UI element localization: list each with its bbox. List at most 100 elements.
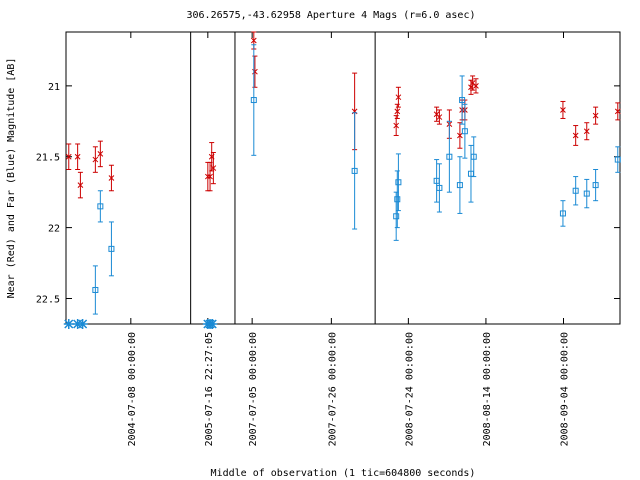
marker-cross <box>92 156 99 163</box>
marker-cross <box>204 173 211 180</box>
data-point <box>614 102 621 121</box>
marker-cross <box>210 165 217 171</box>
marker-square <box>470 153 477 160</box>
marker-cross <box>395 94 402 101</box>
data-point <box>433 159 440 203</box>
data-point <box>459 75 466 125</box>
data-point <box>470 136 477 178</box>
data-point <box>446 120 453 193</box>
data-point <box>97 140 104 168</box>
x-tick-label: 2008-09-04 00:00:00 <box>559 332 570 446</box>
data-point <box>473 78 479 94</box>
y-tick-label: 21 <box>48 82 60 93</box>
data-point <box>250 44 257 156</box>
x-axis-label: Middle of observation (1 tic=604800 seco… <box>211 468 476 479</box>
marker-cross <box>393 122 400 129</box>
marker-square <box>614 156 621 163</box>
data-point <box>97 190 104 223</box>
data-marks <box>63 31 621 329</box>
marker-square <box>559 210 566 217</box>
data-point <box>436 163 443 213</box>
data-point <box>108 221 115 277</box>
marker-cross <box>250 37 257 44</box>
data-point <box>560 100 566 119</box>
marker-square <box>456 182 463 189</box>
data-point <box>572 176 579 206</box>
data-point <box>395 153 402 212</box>
data-point <box>456 156 463 214</box>
marker-square <box>92 286 99 293</box>
marker-cross <box>560 107 566 113</box>
marker-cross <box>74 153 81 160</box>
y-axis-label: Near (Red) and Far (Blue) Magnitude [AB] <box>6 58 17 299</box>
marker-square <box>592 182 599 189</box>
x-axis: 2004-07-08 00:00:00 2005-07-16 22:27:05 20… <box>127 32 570 446</box>
marker-cross <box>77 182 84 188</box>
marker-cross <box>97 151 104 157</box>
data-point <box>469 75 476 91</box>
x-tick-label: 2007-07-05 00:00:00 <box>248 332 259 446</box>
marker-square <box>394 196 401 203</box>
data-point <box>394 170 401 229</box>
y-tick-label: 22 <box>48 224 60 235</box>
data-point <box>252 55 258 88</box>
marker-square <box>395 179 402 186</box>
data-point <box>92 146 99 173</box>
segment-dividers <box>190 32 376 324</box>
data-point <box>394 103 401 119</box>
marker-cross <box>572 132 579 139</box>
marker-square <box>97 203 104 210</box>
marker-square <box>250 97 257 104</box>
marker-square <box>108 245 115 252</box>
data-point <box>583 178 590 209</box>
data-point <box>583 122 590 141</box>
marker-square <box>393 213 400 220</box>
data-point <box>461 103 468 159</box>
data-point <box>614 146 621 173</box>
marker-square <box>461 128 468 135</box>
marker-cross <box>473 83 479 89</box>
data-point <box>393 191 400 241</box>
plot-frame <box>65 31 621 325</box>
marker-square <box>351 167 358 174</box>
data-point <box>63 319 74 329</box>
data-point <box>559 200 566 227</box>
marker-cross <box>65 153 72 160</box>
marker-square <box>446 153 453 160</box>
x-tick-label: 2008-08-14 00:00:00 <box>482 332 493 446</box>
data-point <box>77 319 88 329</box>
marker-cross <box>614 108 621 115</box>
marker-cross <box>207 173 213 180</box>
data-point <box>74 143 81 170</box>
marker-cross <box>394 108 401 115</box>
marker-cross <box>252 68 258 75</box>
marker-cross <box>457 132 463 139</box>
data-point <box>65 143 72 170</box>
data-point <box>108 164 115 192</box>
data-point <box>351 112 358 230</box>
chart-title: 306.26575,-43.62958 Aperture 4 Mags (r=6… <box>187 10 476 21</box>
data-point <box>457 122 463 149</box>
x-tick-label: 2007-07-26 00:00:00 <box>327 332 338 446</box>
marker-cross <box>592 112 599 119</box>
data-point <box>77 171 84 199</box>
x-tick-label: 2005-07-16 22:27:05 <box>204 332 215 446</box>
marker-asterisk <box>207 319 218 329</box>
marker-cross <box>583 128 590 135</box>
data-point <box>207 319 218 329</box>
marker-square <box>572 187 579 194</box>
data-point <box>210 151 217 185</box>
marker-square <box>583 190 590 197</box>
marker-square <box>436 184 443 191</box>
marker-cross <box>108 175 115 181</box>
marker-asterisk <box>77 319 88 329</box>
data-point <box>592 106 599 125</box>
marker-cross <box>436 114 443 120</box>
marker-square <box>459 97 466 104</box>
y-axis: 21 21.5 22 22.5 <box>36 82 620 305</box>
data-point <box>436 109 443 125</box>
x-tick-label: 2004-07-08 00:00:00 <box>127 332 138 446</box>
data-point <box>592 168 599 202</box>
x-tick-label: 2008-07-24 00:00:00 <box>404 332 415 446</box>
